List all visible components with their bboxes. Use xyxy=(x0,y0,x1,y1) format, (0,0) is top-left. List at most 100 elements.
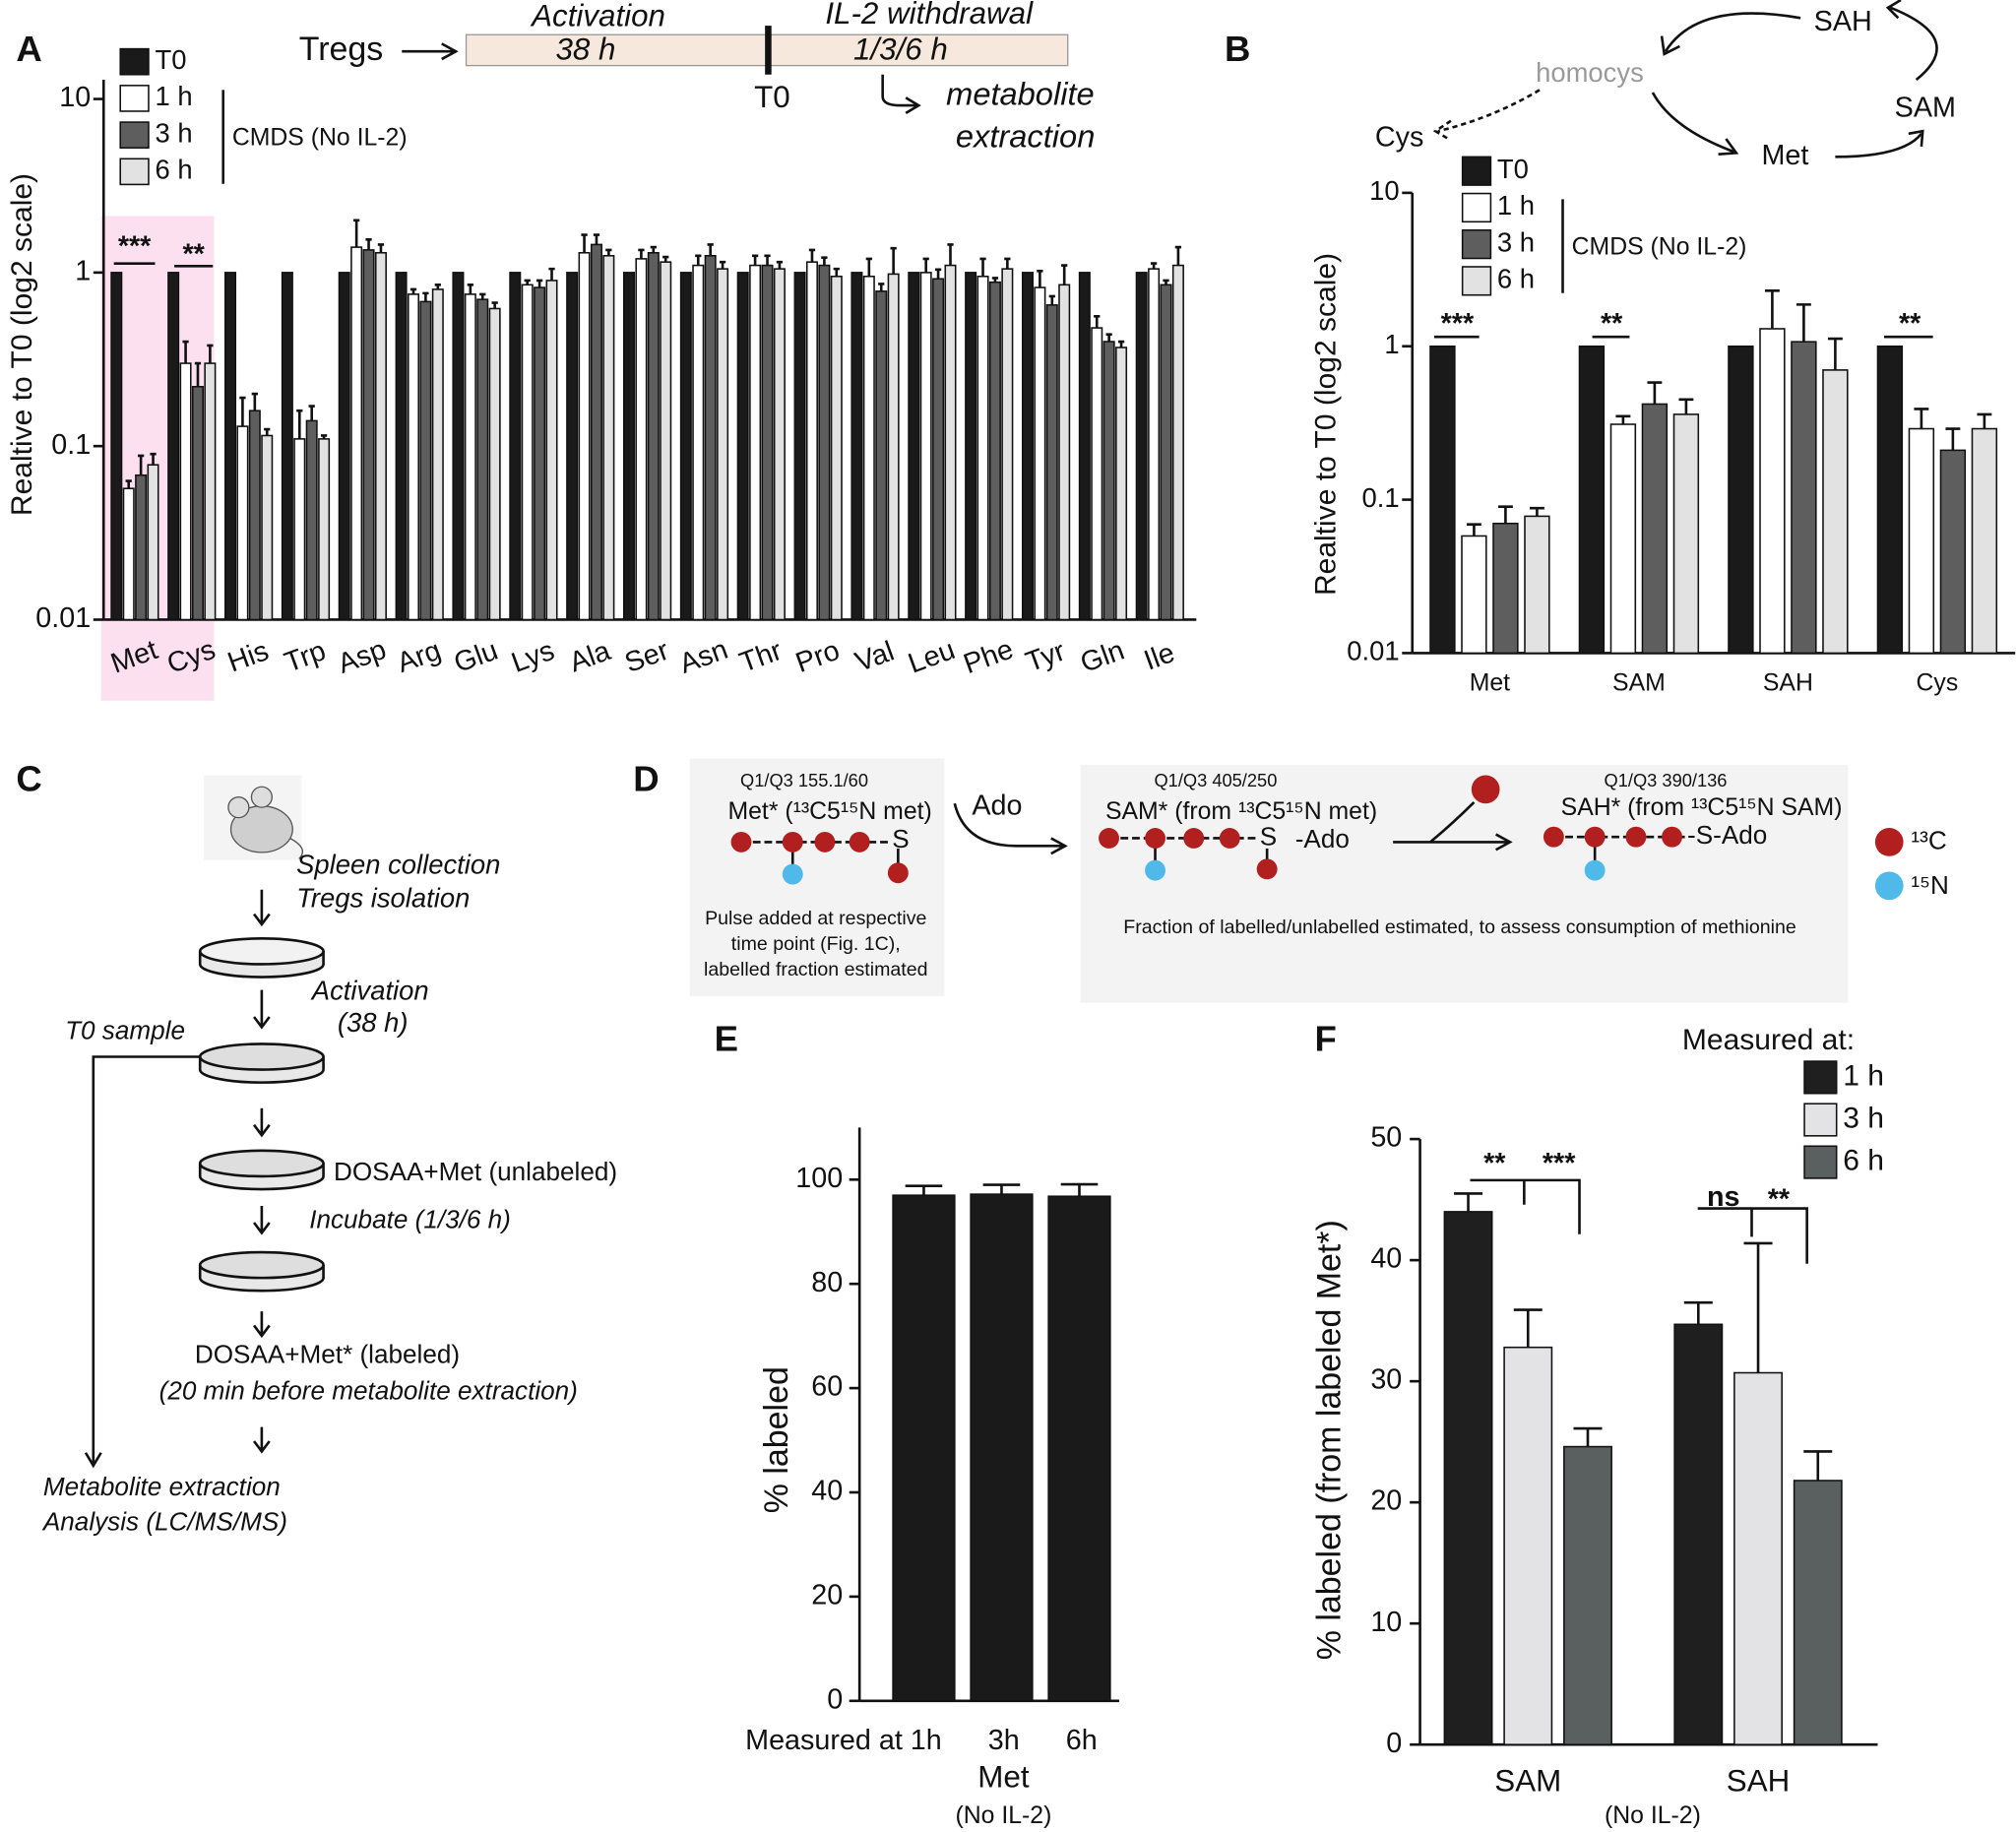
y-tick-label: 0 xyxy=(827,1683,843,1715)
bar xyxy=(350,246,363,621)
legend-label: 6 h xyxy=(1497,264,1535,294)
bar xyxy=(545,280,558,621)
panel-label: C xyxy=(16,759,41,799)
label: metabolite xyxy=(946,76,1095,112)
bar xyxy=(204,362,217,621)
legend-label: 1 h xyxy=(155,81,192,111)
bar xyxy=(179,362,192,621)
error-bar xyxy=(1163,279,1169,285)
bar xyxy=(965,272,977,621)
error-bar xyxy=(1615,414,1631,425)
error-bar xyxy=(207,344,214,364)
x-tick-label: SAH xyxy=(1727,1764,1790,1799)
y-tick-label: 30 xyxy=(1370,1364,1402,1396)
error-bar xyxy=(150,452,157,466)
x-tick-label: Val xyxy=(851,636,899,679)
carbon xyxy=(1625,826,1647,848)
bar xyxy=(622,272,636,621)
error-bar xyxy=(194,361,202,387)
y-axis-label: % labeled (from labeled Met*) xyxy=(1310,1220,1348,1660)
error-bar xyxy=(1060,1182,1099,1197)
arrow xyxy=(253,1426,271,1454)
error-bar xyxy=(1914,408,1929,429)
x-tick-label: Measured at 1h xyxy=(745,1725,942,1756)
bar xyxy=(761,264,774,621)
label: 38 h xyxy=(555,32,615,67)
x-tick-label: Trp xyxy=(281,635,330,678)
error-bar xyxy=(751,254,759,266)
bar xyxy=(635,258,648,621)
error-bar xyxy=(1004,257,1011,270)
error-bar xyxy=(353,219,360,248)
carbon xyxy=(730,831,752,853)
panel-label: B xyxy=(1225,29,1250,69)
panel-label: A xyxy=(16,29,41,69)
x-tick-label: Arg xyxy=(393,635,445,679)
x-tick-label: SAM xyxy=(1612,669,1666,696)
step: Activation xyxy=(310,975,429,1005)
bar xyxy=(147,464,159,621)
x-tick-label: SAM xyxy=(1494,1764,1561,1799)
error-bar xyxy=(991,277,999,283)
bar xyxy=(534,286,546,621)
legend-swatch xyxy=(1874,871,1904,901)
bar xyxy=(452,272,465,621)
step: Spleen collection xyxy=(296,849,500,879)
y-axis-label: Realtive to T0 (log2 scale) xyxy=(6,173,38,516)
x-tick-label: Pro xyxy=(791,635,844,679)
carbon xyxy=(887,862,909,884)
y-tick-label: 0.1 xyxy=(1362,482,1400,513)
x-axis-sublabel: (No IL-2) xyxy=(956,1802,1052,1829)
error-bar xyxy=(1764,289,1780,329)
bar xyxy=(1001,268,1014,621)
annotation: ** xyxy=(1899,308,1922,340)
x-tick-label: Phe xyxy=(960,634,1018,681)
x-tick-label: 6h xyxy=(1066,1725,1098,1756)
error-bar xyxy=(1105,333,1112,343)
error-bar xyxy=(662,255,669,263)
legend-swatch xyxy=(1803,1145,1838,1179)
bar xyxy=(908,272,920,621)
bar xyxy=(850,272,863,621)
x-axis-label: (No IL-2) xyxy=(1605,1802,1701,1829)
carbon xyxy=(849,831,870,853)
arrow xyxy=(253,1311,271,1339)
annotation: ** xyxy=(182,238,205,270)
label: Tregs xyxy=(299,31,383,68)
error-bar xyxy=(536,279,543,288)
node: SAM xyxy=(1895,93,1956,124)
step: Analysis (LC/MS/MS) xyxy=(41,1506,287,1536)
bar xyxy=(488,307,501,621)
bar xyxy=(1609,423,1637,655)
legend-label: 1 h xyxy=(1843,1059,1884,1092)
bar xyxy=(944,264,957,621)
transition: Q1/Q3 155.1/60 xyxy=(740,770,868,790)
error-bar xyxy=(1150,262,1158,270)
error-bar xyxy=(410,287,417,294)
bar xyxy=(419,300,432,621)
step: Tregs isolation xyxy=(296,882,470,913)
error-bar xyxy=(548,267,555,281)
error-bar xyxy=(1827,337,1843,370)
error-bar xyxy=(320,434,328,439)
significance-lines xyxy=(113,262,1933,1264)
note: time point (Fig. 1C), xyxy=(731,933,901,955)
x-tick-label: Ile xyxy=(1140,637,1178,676)
step: Metabolite extraction xyxy=(43,1472,281,1501)
bar xyxy=(1673,1323,1724,1745)
error-bar xyxy=(581,233,588,253)
y-tick-label: 40 xyxy=(811,1476,843,1507)
annotation: *** xyxy=(118,231,152,263)
atom: S xyxy=(892,824,909,853)
bar xyxy=(1641,403,1669,655)
annotation: ** xyxy=(1483,1148,1506,1179)
label: extraction xyxy=(956,118,1095,155)
dish xyxy=(198,937,325,979)
error-bar xyxy=(934,268,942,280)
x-tick-label: Cys xyxy=(1917,669,1959,696)
bar xyxy=(1503,1346,1553,1745)
dish xyxy=(198,1149,325,1191)
y-tick-label: 10 xyxy=(1370,1607,1402,1638)
legend-swatch xyxy=(1874,828,1904,856)
error-bar xyxy=(434,284,441,289)
